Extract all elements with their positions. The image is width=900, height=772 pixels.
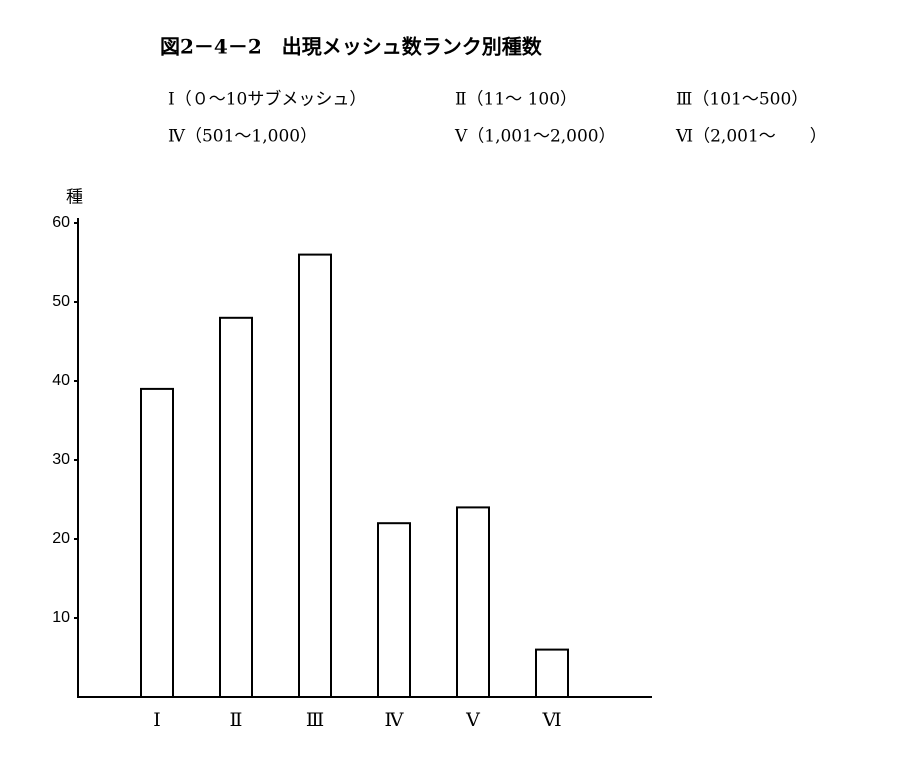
y-tick-label: 50: [52, 293, 70, 310]
x-tick-label: Ⅲ: [306, 709, 324, 731]
note: Ⅰ（０～10サブメッシュ）: [168, 89, 366, 110]
note: Ⅳ（501～1,000）: [168, 127, 317, 147]
x-tick-label: Ⅵ: [541, 709, 561, 731]
x-tick-label: Ⅱ: [230, 709, 243, 731]
x-tick-label: Ⅴ: [465, 709, 480, 731]
y-tick-label: 10: [52, 609, 70, 626]
bar: [298, 253, 332, 698]
y-tick-label: 20: [52, 530, 70, 547]
y-tick-label: 30: [52, 451, 70, 468]
note: Ⅱ（11～ 100）: [455, 90, 577, 110]
bar: [535, 648, 569, 698]
note: Ⅴ（1,001～2,000）: [454, 127, 616, 147]
y-tick-label: 60: [52, 214, 70, 231]
bar: [140, 387, 174, 698]
note: Ⅲ（101～500）: [676, 90, 808, 110]
chart-title: 図2－4－2 出現メッシュ数ランク別種数: [160, 35, 543, 59]
y-tick-label: 40: [52, 372, 70, 389]
bar: [219, 316, 253, 698]
bar: [377, 522, 411, 699]
bar: [456, 506, 490, 698]
x-tick-label: Ⅳ: [385, 709, 405, 731]
x-tick-label: Ⅰ: [153, 709, 161, 731]
y-axis-label: 種: [66, 188, 83, 208]
note: Ⅵ（2,001～ ）: [675, 127, 827, 147]
